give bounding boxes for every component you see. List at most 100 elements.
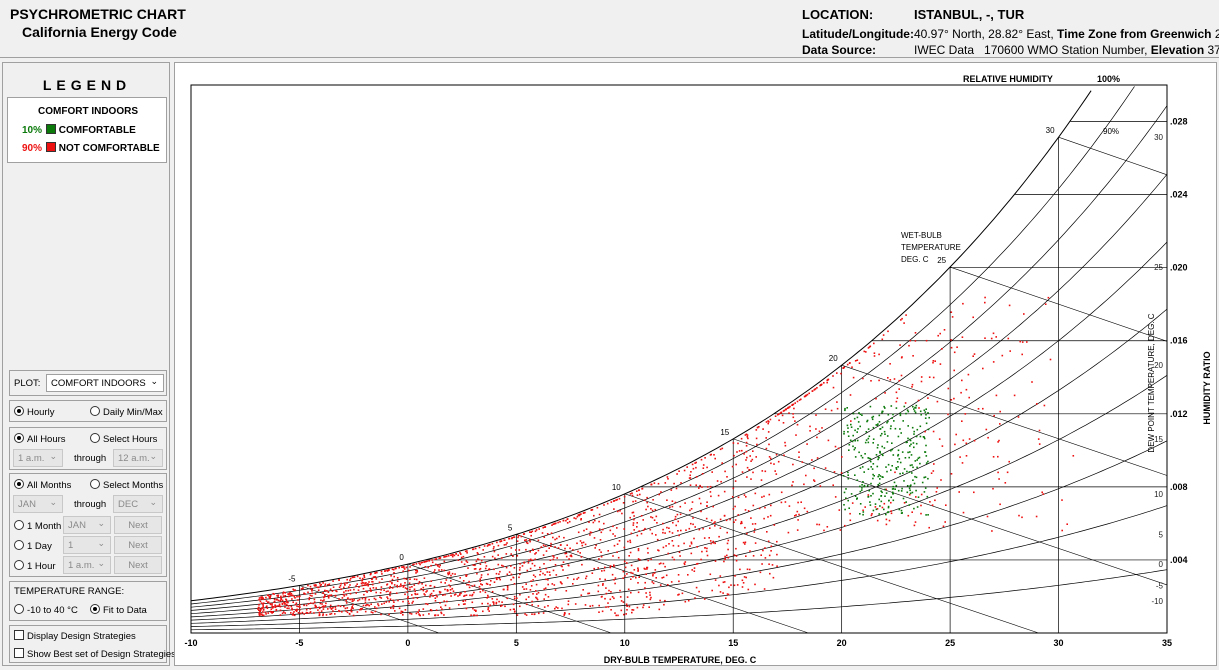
- select-months-radio[interactable]: Select Months: [90, 479, 163, 491]
- green-data-point: [887, 506, 890, 509]
- best-set-checkbox[interactable]: Show Best set of Design Strategies: [14, 648, 176, 660]
- red-data-point: [302, 587, 304, 589]
- red-data-point: [280, 595, 282, 598]
- range-fit-radio[interactable]: Fit to Data: [90, 604, 147, 616]
- legend-heading: COMFORT INDOORS: [38, 106, 138, 117]
- red-data-point: [793, 407, 795, 410]
- red-data-point: [404, 593, 406, 596]
- green-data-point: [869, 501, 871, 503]
- one-hour-next-button[interactable]: Next: [114, 556, 162, 574]
- red-data-point: [609, 565, 612, 567]
- select-hours-radio[interactable]: Select Hours: [90, 433, 157, 445]
- hourly-radio[interactable]: Hourly: [14, 406, 54, 418]
- red-data-point: [750, 517, 752, 519]
- red-data-point: [273, 600, 276, 603]
- daily-radio[interactable]: Daily Min/Max: [90, 406, 163, 418]
- red-data-point: [538, 528, 540, 530]
- red-data-point: [746, 568, 749, 571]
- dewpoint-axis-label: DEW POINT TEMPERATURE, DEG. C: [1147, 313, 1156, 452]
- one-month-next-button[interactable]: Next: [114, 516, 162, 534]
- green-data-point: [888, 499, 890, 502]
- all-months-radio[interactable]: All Months: [14, 479, 71, 491]
- plot-select[interactable]: COMFORT INDOORS ⌄: [46, 374, 164, 392]
- red-data-point: [428, 613, 430, 615]
- red-data-point: [686, 466, 688, 468]
- red-data-point: [284, 612, 286, 614]
- red-data-point: [356, 583, 358, 585]
- red-data-point: [718, 584, 720, 587]
- red-data-point: [458, 603, 460, 606]
- red-data-point: [345, 610, 347, 612]
- red-data-point: [422, 614, 425, 616]
- red-data-point: [352, 576, 355, 578]
- red-data-point: [451, 555, 454, 558]
- green-data-point: [858, 451, 860, 454]
- red-data-point: [997, 471, 999, 474]
- red-data-point: [565, 519, 567, 522]
- plot-frame: RELATIVE HUMIDITY 100% 90% WET-BULB TEMP…: [174, 62, 1217, 666]
- red-data-point: [323, 599, 325, 601]
- green-data-point: [866, 420, 868, 423]
- red-data-point: [496, 578, 498, 580]
- all-hours-radio[interactable]: All Hours: [14, 433, 66, 445]
- month-to-select[interactable]: DEC ⌄: [113, 495, 163, 513]
- one-day-radio[interactable]: 1 Day: [14, 540, 52, 552]
- red-data-point: [551, 524, 553, 526]
- red-data-point: [977, 408, 980, 410]
- red-data-point: [679, 513, 682, 516]
- red-data-point: [454, 573, 456, 575]
- green-data-point: [887, 505, 890, 508]
- red-data-point: [361, 584, 364, 587]
- month-from-select[interactable]: JAN ⌄: [13, 495, 63, 513]
- red-data-point: [555, 522, 557, 525]
- psychrometric-chart[interactable]: RELATIVE HUMIDITY 100% 90% WET-BULB TEMP…: [175, 63, 1218, 667]
- green-data-point: [911, 472, 913, 474]
- range-fixed-radio[interactable]: -10 to 40 °C: [14, 604, 78, 616]
- red-data-point: [392, 568, 395, 571]
- red-data-point: [440, 611, 442, 614]
- red-data-point: [545, 578, 547, 581]
- hour-from-select[interactable]: 1 a.m. ⌄: [13, 449, 63, 467]
- red-data-point: [766, 531, 768, 533]
- red-data-point: [804, 395, 806, 398]
- one-month-select[interactable]: JAN ⌄: [63, 516, 111, 534]
- red-data-point: [654, 569, 657, 571]
- red-data-point: [636, 526, 638, 528]
- red-data-point: [343, 586, 345, 589]
- red-data-point: [609, 598, 612, 601]
- design-strategies-checkbox[interactable]: Display Design Strategies: [14, 630, 136, 642]
- red-data-point: [920, 380, 923, 383]
- red-data-point: [258, 597, 261, 599]
- red-data-point: [375, 607, 378, 610]
- red-data-point: [491, 590, 494, 593]
- one-hour-select[interactable]: 1 a.m. ⌄: [63, 556, 111, 574]
- red-data-point: [552, 558, 555, 561]
- one-day-select[interactable]: 1 ⌄: [63, 536, 111, 554]
- red-data-point: [577, 531, 580, 534]
- red-data-point: [388, 601, 390, 603]
- red-data-point: [665, 545, 667, 547]
- red-data-point: [637, 549, 640, 552]
- location-label: LOCATION:: [802, 7, 874, 22]
- one-day-next-button[interactable]: Next: [114, 536, 162, 554]
- red-data-point: [433, 585, 436, 588]
- red-data-point: [369, 587, 371, 590]
- red-data-point: [617, 556, 620, 559]
- green-data-point: [877, 444, 879, 446]
- red-data-point: [358, 608, 361, 611]
- labels-layer: RELATIVE HUMIDITY 100% 90% WET-BULB TEMP…: [184, 74, 1212, 665]
- red-data-point: [495, 572, 498, 575]
- red-data-point: [741, 579, 744, 582]
- one-month-radio[interactable]: 1 Month: [14, 520, 61, 532]
- red-data-point: [320, 599, 322, 602]
- red-data-point: [695, 476, 698, 478]
- red-data-point: [671, 505, 674, 508]
- red-data-point: [290, 612, 292, 614]
- green-data-point: [872, 438, 875, 440]
- red-data-point: [733, 521, 735, 523]
- one-hour-radio[interactable]: 1 Hour: [14, 560, 56, 572]
- red-data-point: [972, 316, 974, 319]
- hour-to-select[interactable]: 12 a.m. ⌄: [113, 449, 163, 467]
- red-data-point: [386, 570, 389, 572]
- red-data-point: [284, 606, 286, 608]
